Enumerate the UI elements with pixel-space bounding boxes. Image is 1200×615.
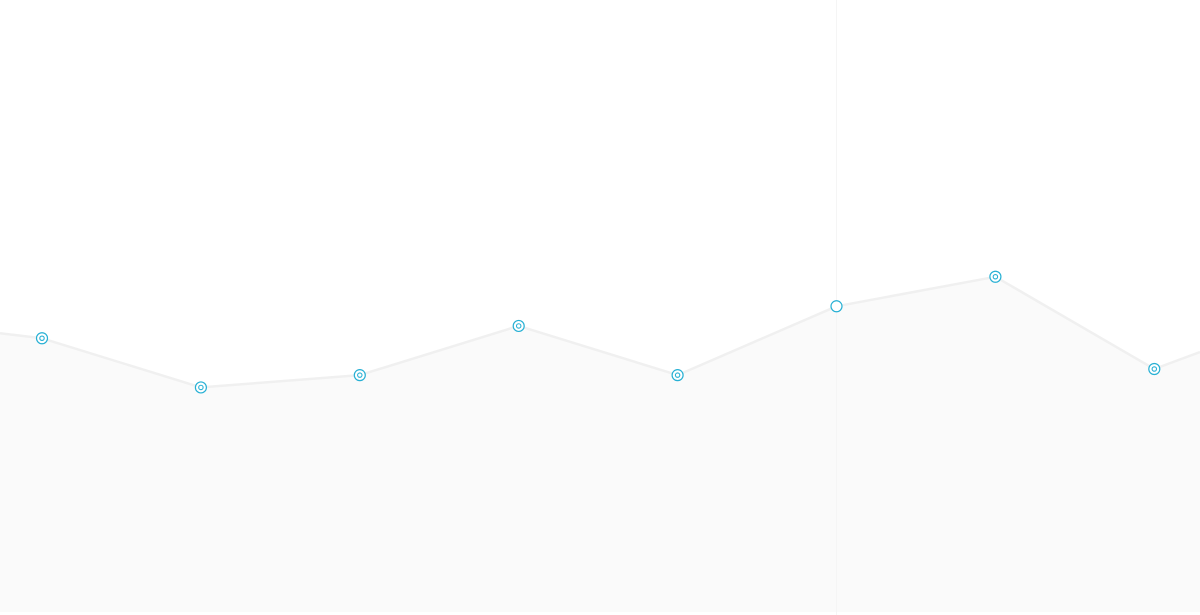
data-point-dot: [1151, 366, 1158, 372]
data-point-ring: [512, 319, 525, 333]
data-point-ring: [671, 369, 684, 382]
data-point-dot: [515, 323, 522, 329]
series-line: [0, 275, 1200, 389]
data-point-dot: [992, 273, 999, 280]
data-point[interactable]: [830, 300, 843, 313]
data-point[interactable]: [1148, 362, 1161, 376]
data-point-dot: [357, 372, 363, 378]
data-point-ring: [194, 381, 207, 394]
area-fill: [0, 276, 1200, 612]
data-point-ring: [35, 332, 49, 345]
data-points-layer: [35, 270, 1161, 394]
data-point-ring: [353, 369, 366, 382]
data-point-ring: [1148, 362, 1161, 376]
data-point[interactable]: [35, 332, 49, 345]
data-point[interactable]: [512, 319, 525, 333]
area-fill-layer: [0, 276, 1200, 612]
data-point-ring: [830, 300, 843, 313]
data-point-dot: [198, 384, 204, 391]
data-point[interactable]: [194, 381, 207, 394]
data-point-ring: [989, 270, 1002, 283]
data-point[interactable]: [671, 369, 684, 382]
series-line-layer: [0, 275, 1200, 389]
data-point-dot: [39, 335, 45, 341]
data-point-dot: [674, 372, 681, 378]
data-point[interactable]: [353, 369, 366, 382]
data-point[interactable]: [989, 270, 1002, 283]
